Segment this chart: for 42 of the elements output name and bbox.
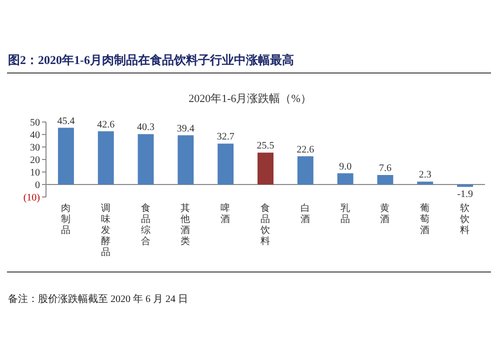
bar [417,182,434,184]
data-label: 40.3 [137,122,155,134]
x-tick-label: 调味发酵品 [100,202,111,258]
data-label: 42.6 [97,119,115,130]
bar [337,173,354,184]
y-tick-label: (10) [23,192,40,204]
x-tick-label: 啤酒 [220,202,231,225]
x-tick-label: 其他酒类 [180,202,191,247]
bar [138,134,154,184]
y-tick-label: 0 [35,180,40,191]
y-tick-label: 30 [30,142,40,154]
text: 备注：股价涨跌幅截至 2020 年 6 月 24 日 [8,293,188,305]
y-tick-label: 20 [30,155,40,166]
data-label: 2.3 [418,170,432,181]
y-tick-label: 50 [30,118,40,128]
y-tick-label: 10 [30,168,40,178]
bar [58,128,74,184]
x-tick-label: 软饮料 [459,202,470,236]
subtitle: 2020年1-6月涨跌幅（%） [188,93,312,105]
data-label: 45.4 [57,116,75,127]
x-tick-label: 乳品 [340,202,350,225]
title: 图2：2020年1-6月肉制品在食品饮料子行业中涨幅最高 [8,53,294,67]
x-tick-label: 肉制品 [60,203,71,236]
bar [377,175,394,184]
bar [98,131,114,184]
data-label: -1.9 [457,188,473,200]
x-tick-label: 黄酒 [380,202,390,225]
data-label: 39.4 [176,123,194,134]
y-tick-label: 40 [30,130,40,141]
x-tick-label: 食品综合 [140,202,151,247]
x-tick-label: 葡萄酒 [420,202,430,236]
bar [258,152,274,184]
data-label: 22.6 [296,144,314,156]
data-label: 25.5 [256,140,274,152]
bar [178,135,194,184]
data-label: 32.7 [216,132,234,143]
x-tick-label: 食品饮料 [260,202,270,247]
bar [297,156,314,184]
x-tick-label: 白酒 [300,202,310,225]
data-label: 9.0 [339,161,352,172]
data-label: 7.6 [378,163,392,174]
bar [218,144,234,184]
